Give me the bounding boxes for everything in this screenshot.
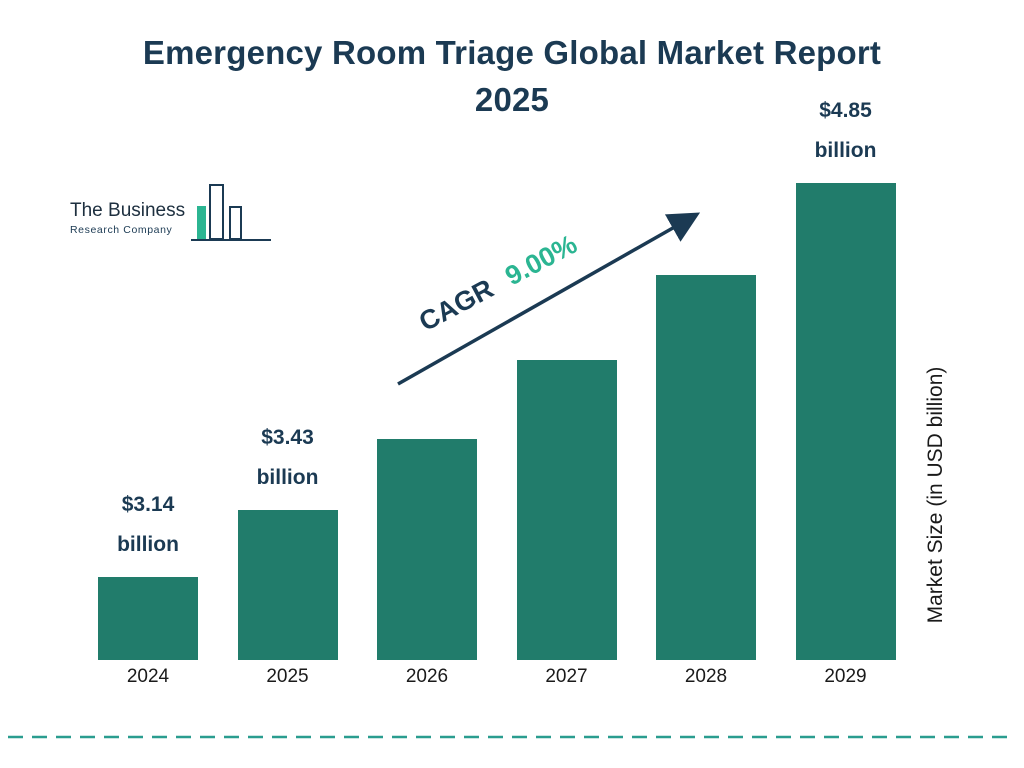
logo-company-subname: Research Company: [70, 224, 173, 236]
page-title-line1: Emergency Room Triage Global Market Repo…: [142, 34, 882, 71]
company-logo: The Business Research Company: [70, 182, 273, 246]
bar-2029: [795, 183, 896, 660]
bar-2026: [377, 439, 477, 660]
x-axis-label-2024: 2024: [126, 666, 170, 687]
page-title: Emergency Room Triage Global Market Repo…: [0, 30, 1024, 124]
bar-value-label-2024: $3.14 billion: [117, 493, 179, 557]
cagr-annotation: CAGR 9.00%: [355, 193, 641, 373]
bar-value-label-2029: $4.85 billion: [814, 99, 877, 163]
logo-company-name: The Business: [70, 200, 186, 222]
bar-2024: [98, 577, 198, 660]
bar-2027: [516, 360, 617, 660]
bar-value-label-2025: $3.43 billion: [256, 426, 319, 490]
bar-2025: [237, 510, 338, 660]
bar-chart-logo-icon: [191, 184, 272, 241]
x-axis-label-2028: 2028: [684, 666, 728, 687]
x-axis-label-2027: 2027: [545, 666, 588, 687]
cagr-value: 9.00%: [499, 228, 582, 291]
bar-2028: [656, 275, 756, 660]
x-axis-label-2026: 2026: [405, 666, 449, 687]
x-axis-label-2029: 2029: [824, 666, 867, 687]
company-logo-text: The Business Research Company: [70, 200, 186, 246]
y-axis-label: Market Size (in USD billion): [924, 366, 947, 624]
cagr-label: CAGR: [413, 272, 499, 337]
x-axis-label-2025: 2025: [266, 666, 309, 687]
page-title-line2: 2025: [474, 80, 550, 118]
